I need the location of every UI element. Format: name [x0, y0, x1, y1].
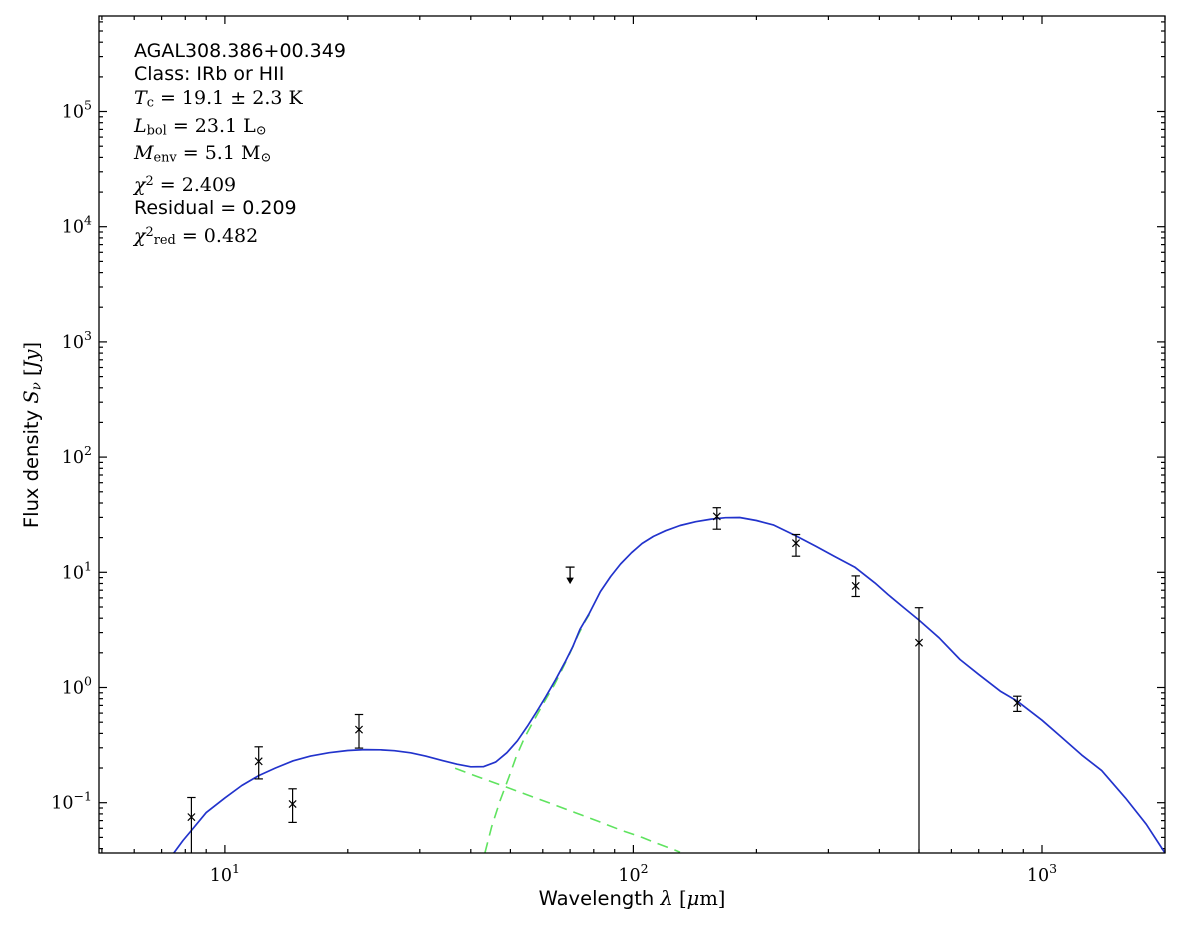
text-segment: 2: [145, 173, 154, 189]
text-segment: S: [20, 390, 43, 404]
text-segment: Residual = 0.209: [134, 197, 297, 220]
text-segment: ⊙: [255, 122, 267, 138]
axis-ticks: [99, 16, 1166, 853]
text-segment: c: [146, 95, 154, 111]
sed-cold-component-curve: [484, 614, 590, 854]
text-segment: = 2.409: [153, 173, 237, 196]
text-segment: Wavelength: [538, 887, 661, 910]
text-segment: L: [134, 114, 147, 137]
y-tick-label: 10−1: [51, 789, 92, 814]
annotation-line: Lbol = 23.1 L⊙: [134, 115, 346, 143]
data-point-errorbar: [712, 507, 721, 530]
data-point-errorbar: [851, 575, 860, 598]
y-tick-label: 105: [62, 98, 92, 123]
text-segment: ]: [20, 341, 43, 350]
data-point-marker: [288, 799, 297, 809]
text-segment: λ: [660, 887, 673, 910]
data-point-marker: [712, 512, 721, 521]
data-point-marker: [354, 725, 364, 734]
text-segment: [: [20, 368, 43, 383]
text-segment: M: [134, 142, 154, 165]
text-segment: m]: [699, 887, 726, 910]
y-axis-label: Flux density Sν [Jy]: [20, 290, 46, 580]
data-point-marker: [254, 757, 263, 766]
text-segment: χ: [134, 173, 146, 196]
text-segment: = 19.1 ± 2.3 K: [153, 86, 303, 109]
plot-frame: [98, 15, 1166, 854]
data-point-errorbar: [254, 746, 263, 780]
text-segment: ν: [29, 382, 45, 391]
text-segment: = 0.482: [175, 224, 259, 247]
data-point-errorbar: [187, 796, 196, 853]
data-point-marker: [791, 539, 801, 548]
text-segment: T: [134, 86, 147, 109]
tick-labels: 101 102 103 10−1 100 101 102 103 104 105: [51, 98, 1057, 886]
x-tick-label: 103: [1027, 861, 1057, 886]
y-tick-label: 103: [62, 328, 92, 353]
data-point-errorbar: [1013, 695, 1022, 713]
sed-warm-component-curve: [454, 767, 681, 853]
annotation-line: Tc = 19.1 ± 2.3 K: [134, 87, 346, 115]
x-axis-label: Wavelength λ [μm]: [99, 887, 1165, 911]
annotation-line: Menv = 5.1 M⊙: [134, 142, 346, 170]
text-segment: [: [672, 887, 687, 910]
text-segment: ⊙: [260, 150, 272, 166]
text-segment: 2: [145, 224, 154, 240]
text-segment: AGAL308.386+00.349: [134, 40, 346, 62]
annotation-line: χ2red = 0.482: [134, 221, 346, 253]
data-point-marker: [1013, 698, 1022, 707]
data-point-errorbar: [791, 533, 801, 557]
text-segment: = 23.1 L: [166, 114, 256, 137]
text-segment: Class: IRb or HII: [134, 63, 285, 86]
x-tick-label: 101: [210, 861, 240, 886]
text-segment: χ: [134, 224, 146, 247]
data-point-marker: [914, 638, 924, 647]
text-segment: Jy: [20, 349, 43, 369]
data-point-errorbar: [288, 788, 297, 824]
text-segment: μ: [686, 887, 700, 910]
y-tick-label: 104: [62, 213, 92, 238]
data-point-errorbar: [354, 713, 364, 749]
data-point-errorbar: [914, 607, 924, 853]
text-segment: bol: [146, 122, 167, 138]
text-segment: = 5.1 M: [176, 142, 261, 165]
data-point-marker: [187, 813, 196, 822]
annotation-line: χ2 = 2.409: [134, 170, 346, 197]
fit-parameters-annotation: AGAL308.386+00.349 Class: IRb or HII Tc = …: [134, 40, 346, 252]
sed-total-model-curve: [173, 516, 1166, 854]
annotation-line: Class: IRb or HII: [134, 63, 346, 86]
annotation-line: Residual = 0.209: [134, 197, 346, 220]
data-points: [187, 507, 1022, 853]
y-tick-label: 101: [62, 558, 92, 583]
text-segment: env: [153, 150, 177, 166]
data-point-marker: [851, 581, 860, 590]
text-segment: Flux density: [20, 403, 43, 529]
upper-limit-marker: [565, 566, 575, 585]
text-segment: red: [153, 232, 176, 248]
y-tick-label: 100: [62, 674, 92, 699]
x-tick-label: 102: [618, 861, 648, 886]
annotation-line: AGAL308.386+00.349: [134, 40, 346, 63]
y-tick-label: 102: [62, 443, 92, 468]
